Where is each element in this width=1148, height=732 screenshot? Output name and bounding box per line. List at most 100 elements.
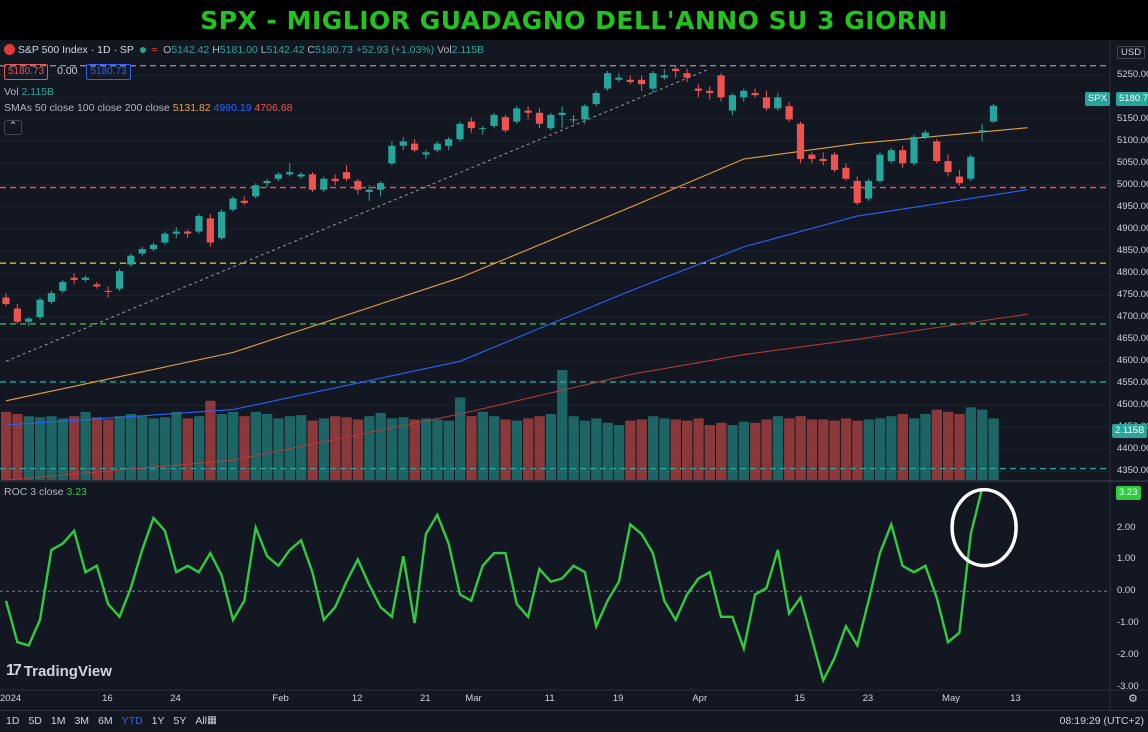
price-tick-label: 4600.00 [1117,355,1148,367]
candle-body [660,75,668,78]
banner-title-text: SPX - MIGLIOR GUADAGNO DELL'ANNO SU 3 GI… [200,5,948,35]
volume-bar [273,418,284,480]
price-tick-label: 4750.00 [1117,289,1148,301]
tradingview-logo-icon: 17 [6,662,22,679]
candle-body [399,141,407,146]
volume-bar [613,425,625,480]
range-button-5d[interactable]: 5D [28,715,42,727]
volume-bar [943,411,954,480]
candle-body [320,178,328,190]
volume-bar [239,416,250,480]
candle-body [331,178,339,181]
chevron-up-icon: ⌃ [8,120,18,132]
settings-icon[interactable]: ⚙ [1128,693,1138,705]
volume-bar [636,419,647,480]
candle-body [638,79,646,85]
tradingview-logo[interactable]: 17 TradingView [6,662,112,680]
volume-bar [193,416,205,480]
volume-bar [398,417,409,480]
volume-bar [523,418,534,480]
volume-bar [159,417,171,480]
volume-bar [568,416,579,480]
range-button-1d[interactable]: 1D [6,715,20,727]
candle-body [149,244,158,250]
candle-body [13,308,21,322]
compare-icon[interactable]: ≈ [151,44,158,56]
collapse-legend-button[interactable]: ⌃ [4,120,22,135]
volume-bar [818,419,829,480]
sma200-line [5,313,1028,481]
price-tick-label: 5150.00 [1117,113,1148,125]
price-tick-label: 4700.00 [1117,311,1148,323]
volume-bar [511,420,523,480]
dot-icon [139,47,146,53]
price-tick-label: 4900.00 [1117,223,1148,235]
open-label: O [163,44,172,56]
clock[interactable]: 08:19:29 (UTC+2) [1059,715,1144,727]
range-buttons: 1D 5D 1M 3M 6M YTD 1Y 5Y All [6,715,207,727]
candle-body [115,271,124,289]
volume-bar [909,418,920,480]
volume-bar [443,420,454,480]
candle-body [70,277,78,280]
volume-bar [171,411,182,480]
volume-bar [863,419,874,480]
chart-area[interactable] [0,40,1148,710]
candle-body [853,180,861,203]
last-price-tag: 5180.73 [1116,92,1148,106]
candle-body [513,108,521,122]
volume-bar [795,416,806,480]
range-button-5y[interactable]: 5Y [173,715,187,727]
range-button-6m[interactable]: 6M [98,715,113,727]
candle-body [81,277,90,280]
range-button-all[interactable]: All [195,715,208,727]
vol-legend: Vol 2.115B [4,86,54,98]
candle-body [138,249,146,254]
candle-body [592,92,600,104]
volume-bar [352,419,364,480]
volume-bar [364,416,375,480]
spread-value: 0.00 [57,65,78,77]
range-button-1y[interactable]: 1Y [151,715,165,727]
volume-bar [602,422,613,480]
high-label: H [212,44,220,56]
volume-bar [886,416,897,480]
bid-box[interactable]: 5180.73 [4,64,49,80]
currency-selector[interactable]: USD [1117,46,1146,59]
range-button-3m[interactable]: 3M [74,715,90,727]
time-tick-label: 16 [102,693,113,704]
candle-body [422,152,430,155]
candle-body [728,95,736,111]
candle-body [218,211,226,239]
volume-bar [1,411,12,480]
time-tick-label: 24 [170,693,181,704]
candle-body [581,106,589,120]
volume-bar [784,418,795,480]
volume-bar [829,420,840,480]
volume-bar [330,416,341,480]
sma100-value: 4990.19 [213,102,252,114]
volume-bar [897,414,908,480]
symbol-name[interactable]: S&P 500 Index · 1D · SP [17,44,134,56]
ask-box[interactable]: 5180.73 [86,64,131,80]
candle-body [445,139,453,146]
candle-body [706,90,714,93]
volume-bar [420,418,432,480]
volume-bar [12,414,23,480]
symbol-logo [4,44,15,55]
range-button-1m[interactable]: 1M [50,715,66,727]
candle-body [274,174,282,179]
roc-tick-label: 0.00 [1117,585,1136,597]
volume-bar [80,411,91,480]
volume-bar [57,418,69,480]
candle-body [683,73,691,78]
calendar-icon[interactable]: ▦ [207,714,217,726]
time-tick-label: Feb [272,693,289,704]
roc-tick-label: -2.00 [1117,648,1139,660]
roc-last-tag: 3.23 [1116,486,1141,500]
time-tick-label: 15 [794,693,806,704]
range-button-ytd[interactable]: YTD [121,715,143,727]
volume-bar [806,419,818,480]
time-tick-label: May [942,693,960,704]
volume-bar [659,418,670,480]
